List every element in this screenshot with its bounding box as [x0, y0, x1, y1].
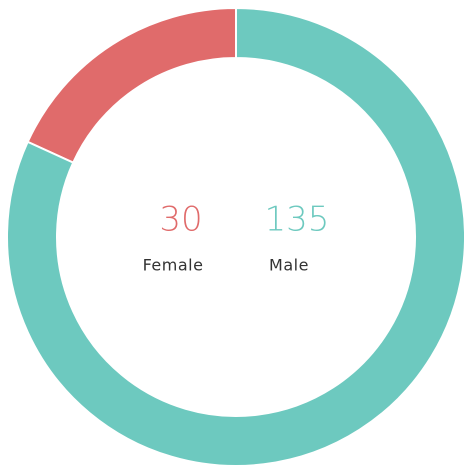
center-value: 135: [265, 200, 330, 240]
donut-slice: [26, 6, 237, 164]
center-label: Male: [269, 256, 309, 275]
donut-slice: [6, 6, 464, 467]
center-label: Female: [143, 256, 204, 275]
center-value: 30: [159, 200, 202, 240]
